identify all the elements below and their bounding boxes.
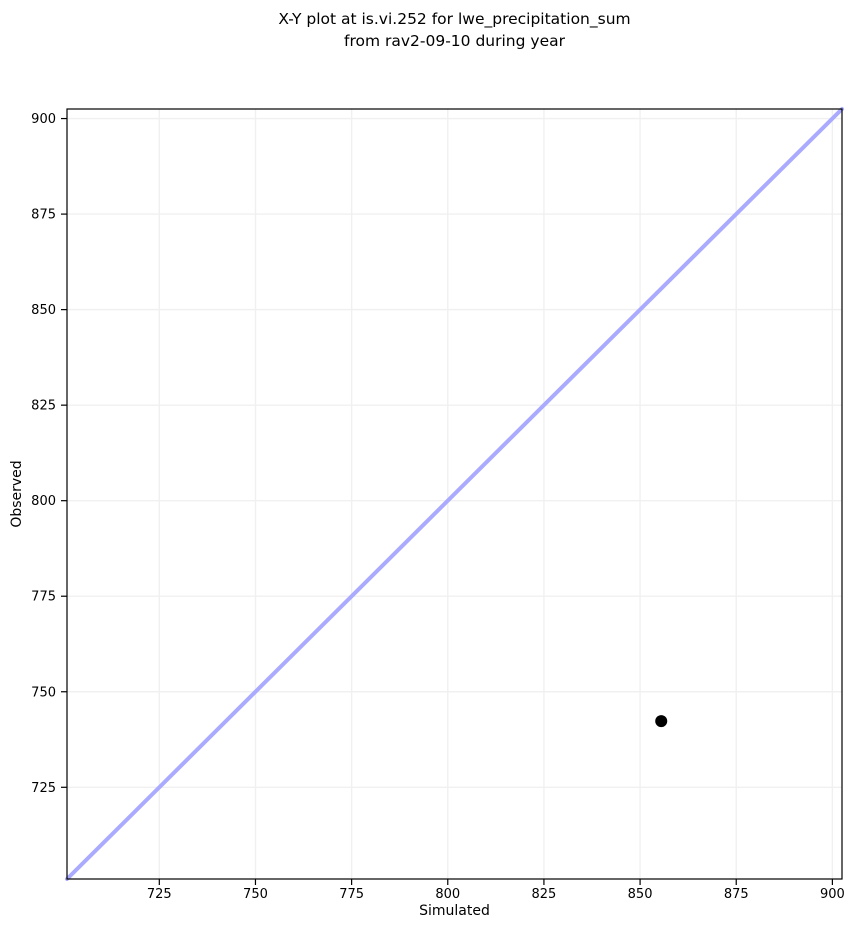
x-axis-label: Simulated [419, 903, 490, 919]
y-tick-label: 800 [31, 494, 56, 509]
x-tick-label: 825 [532, 887, 557, 902]
y-tick-label: 875 [31, 208, 56, 223]
plot-spines [66, 108, 843, 880]
x-tick-label: 800 [435, 887, 460, 902]
chart-title-line-1: X-Y plot at is.vi.252 for lwe_precipitat… [278, 10, 631, 28]
y-tick-label: 775 [31, 590, 56, 605]
x-tick-label: 875 [724, 887, 749, 902]
chart-title-line-2: from rav2-09-10 during year [344, 31, 565, 50]
x-tick-label: 775 [339, 887, 364, 902]
y-axis-label: Observed [9, 460, 25, 528]
x-tick-label: 725 [147, 887, 172, 902]
identity-line [65, 107, 844, 881]
y-tick-label: 850 [31, 303, 56, 318]
x-tick-label: 750 [243, 887, 268, 902]
y-tick-label: 750 [31, 685, 56, 700]
chart-title: X-Y plot at is.vi.252 for lwe_precipitat… [67, 9, 842, 52]
y-tick-label: 900 [31, 112, 56, 127]
y-tick-label: 725 [31, 781, 56, 796]
x-tick-label: 900 [820, 887, 845, 902]
x-tick-label: 850 [628, 887, 653, 902]
data-point [655, 715, 668, 728]
y-tick-label: 825 [31, 399, 56, 414]
